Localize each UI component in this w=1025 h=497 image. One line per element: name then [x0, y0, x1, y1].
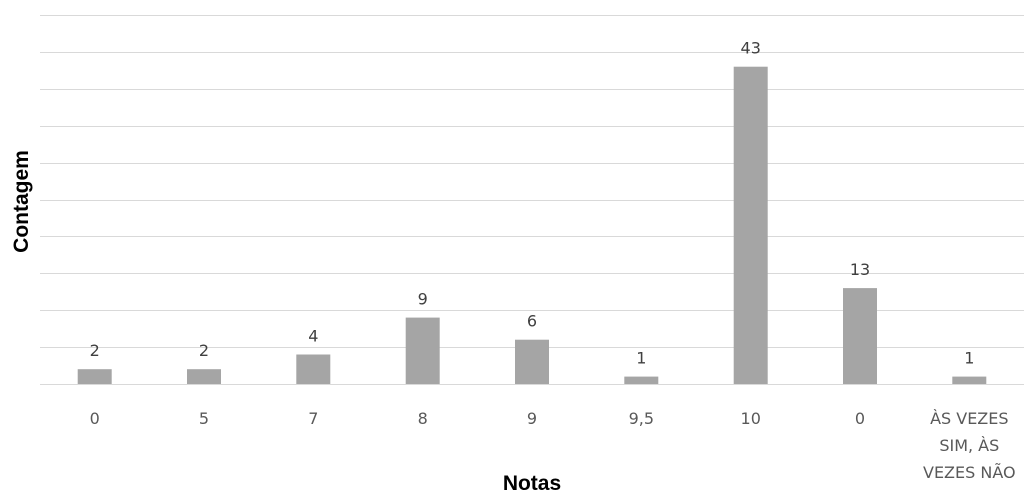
x-tick-label: ÀS VEZES SIM, ÀS VEZES NÃO: [923, 409, 1016, 482]
data-label: 2: [199, 341, 209, 360]
bar: [187, 369, 221, 384]
data-label: 1: [636, 349, 646, 368]
gridlines: [40, 15, 1024, 348]
bar: [624, 376, 659, 384]
x-tick-label: 9: [527, 409, 537, 428]
data-label: 6: [527, 312, 537, 331]
x-tick-label: 10: [741, 409, 761, 428]
data-label: 2: [90, 341, 100, 360]
bar: [405, 317, 440, 384]
bar: [733, 66, 768, 384]
x-tick-label: 0: [90, 409, 100, 428]
y-axis-title: Contagem: [10, 150, 33, 253]
data-label: 1: [964, 349, 974, 368]
x-axis-title: Notas: [503, 472, 561, 492]
data-label: 13: [850, 260, 870, 279]
data-label: 43: [741, 39, 761, 58]
x-tick-label: 5: [199, 409, 209, 428]
bar: [296, 354, 331, 384]
x-tick-labels: 0 5 7 8 9 9,5 10 0 ÀS VEZES SIM, ÀS VEZES NÃO: [90, 409, 1016, 482]
bar: [843, 288, 877, 384]
x-tick-label: 7: [308, 409, 318, 428]
data-label: 4: [308, 327, 318, 346]
bar: [77, 369, 112, 384]
bar: [515, 339, 549, 384]
bar: [952, 376, 987, 384]
bars: [77, 66, 987, 384]
data-label: 9: [418, 290, 428, 309]
x-tick-label: 9,5: [629, 409, 654, 428]
data-labels: 2 2 4 9 6 1 43 13 1: [90, 39, 975, 368]
x-tick-label: 0: [855, 409, 865, 428]
x-tick-label: 8: [418, 409, 428, 428]
